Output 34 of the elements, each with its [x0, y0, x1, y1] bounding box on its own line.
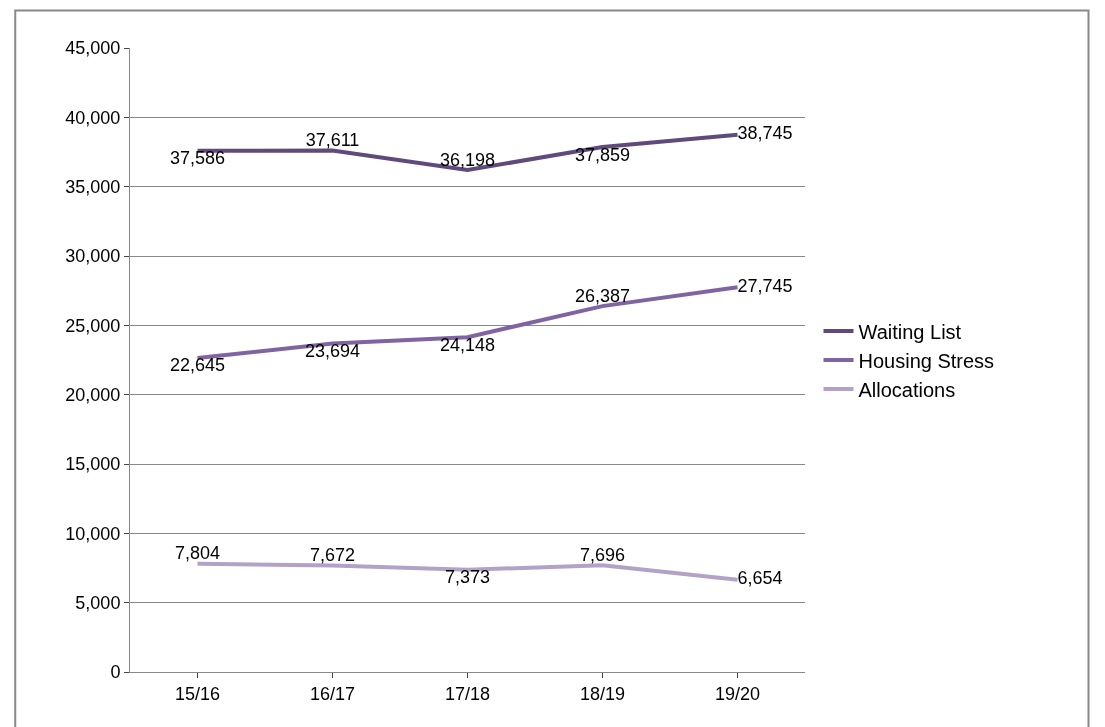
- y-tick-label: 45,000: [65, 38, 121, 59]
- legend-label: Housing Stress: [858, 349, 995, 372]
- y-tick-label: 5,000: [75, 592, 121, 613]
- y-tick-label: 30,000: [65, 246, 121, 267]
- x-tick-label: 15/16: [174, 683, 221, 704]
- data-label: 22,645: [169, 355, 226, 376]
- legend-label: Waiting List: [858, 320, 962, 343]
- data-label: 37,586: [169, 148, 226, 169]
- x-tick-label: 18/19: [579, 683, 626, 704]
- data-label: 37,611: [305, 129, 360, 150]
- y-tick-label: 15,000: [65, 454, 121, 475]
- data-label: 26,387: [574, 285, 631, 306]
- data-label: 24,148: [439, 334, 496, 355]
- y-tick-label: 35,000: [65, 176, 121, 197]
- data-label: 7,373: [444, 567, 491, 588]
- y-tick-label: 0: [110, 662, 121, 683]
- data-label: 36,198: [439, 149, 496, 170]
- data-label: 23,694: [304, 340, 361, 361]
- y-tick-label: 25,000: [65, 315, 121, 336]
- data-label: 37,859: [574, 144, 631, 165]
- data-label: 38,745: [737, 123, 793, 144]
- y-tick-label: 10,000: [65, 523, 121, 544]
- data-label: 7,672: [309, 545, 356, 566]
- data-label: 27,745: [737, 275, 793, 296]
- x-tick-label: 19/20: [714, 683, 761, 704]
- line-series: [195, 285, 740, 360]
- y-tick-label: 40,000: [65, 107, 121, 128]
- data-label: 7,804: [174, 543, 221, 564]
- y-tick-label: 20,000: [65, 384, 121, 405]
- data-label: 6,654: [737, 568, 783, 589]
- legend-label: Allocations: [858, 378, 956, 401]
- data-label: 7,696: [579, 544, 626, 565]
- x-tick-label: 16/17: [309, 683, 356, 704]
- x-tick-label: 17/18: [444, 683, 491, 704]
